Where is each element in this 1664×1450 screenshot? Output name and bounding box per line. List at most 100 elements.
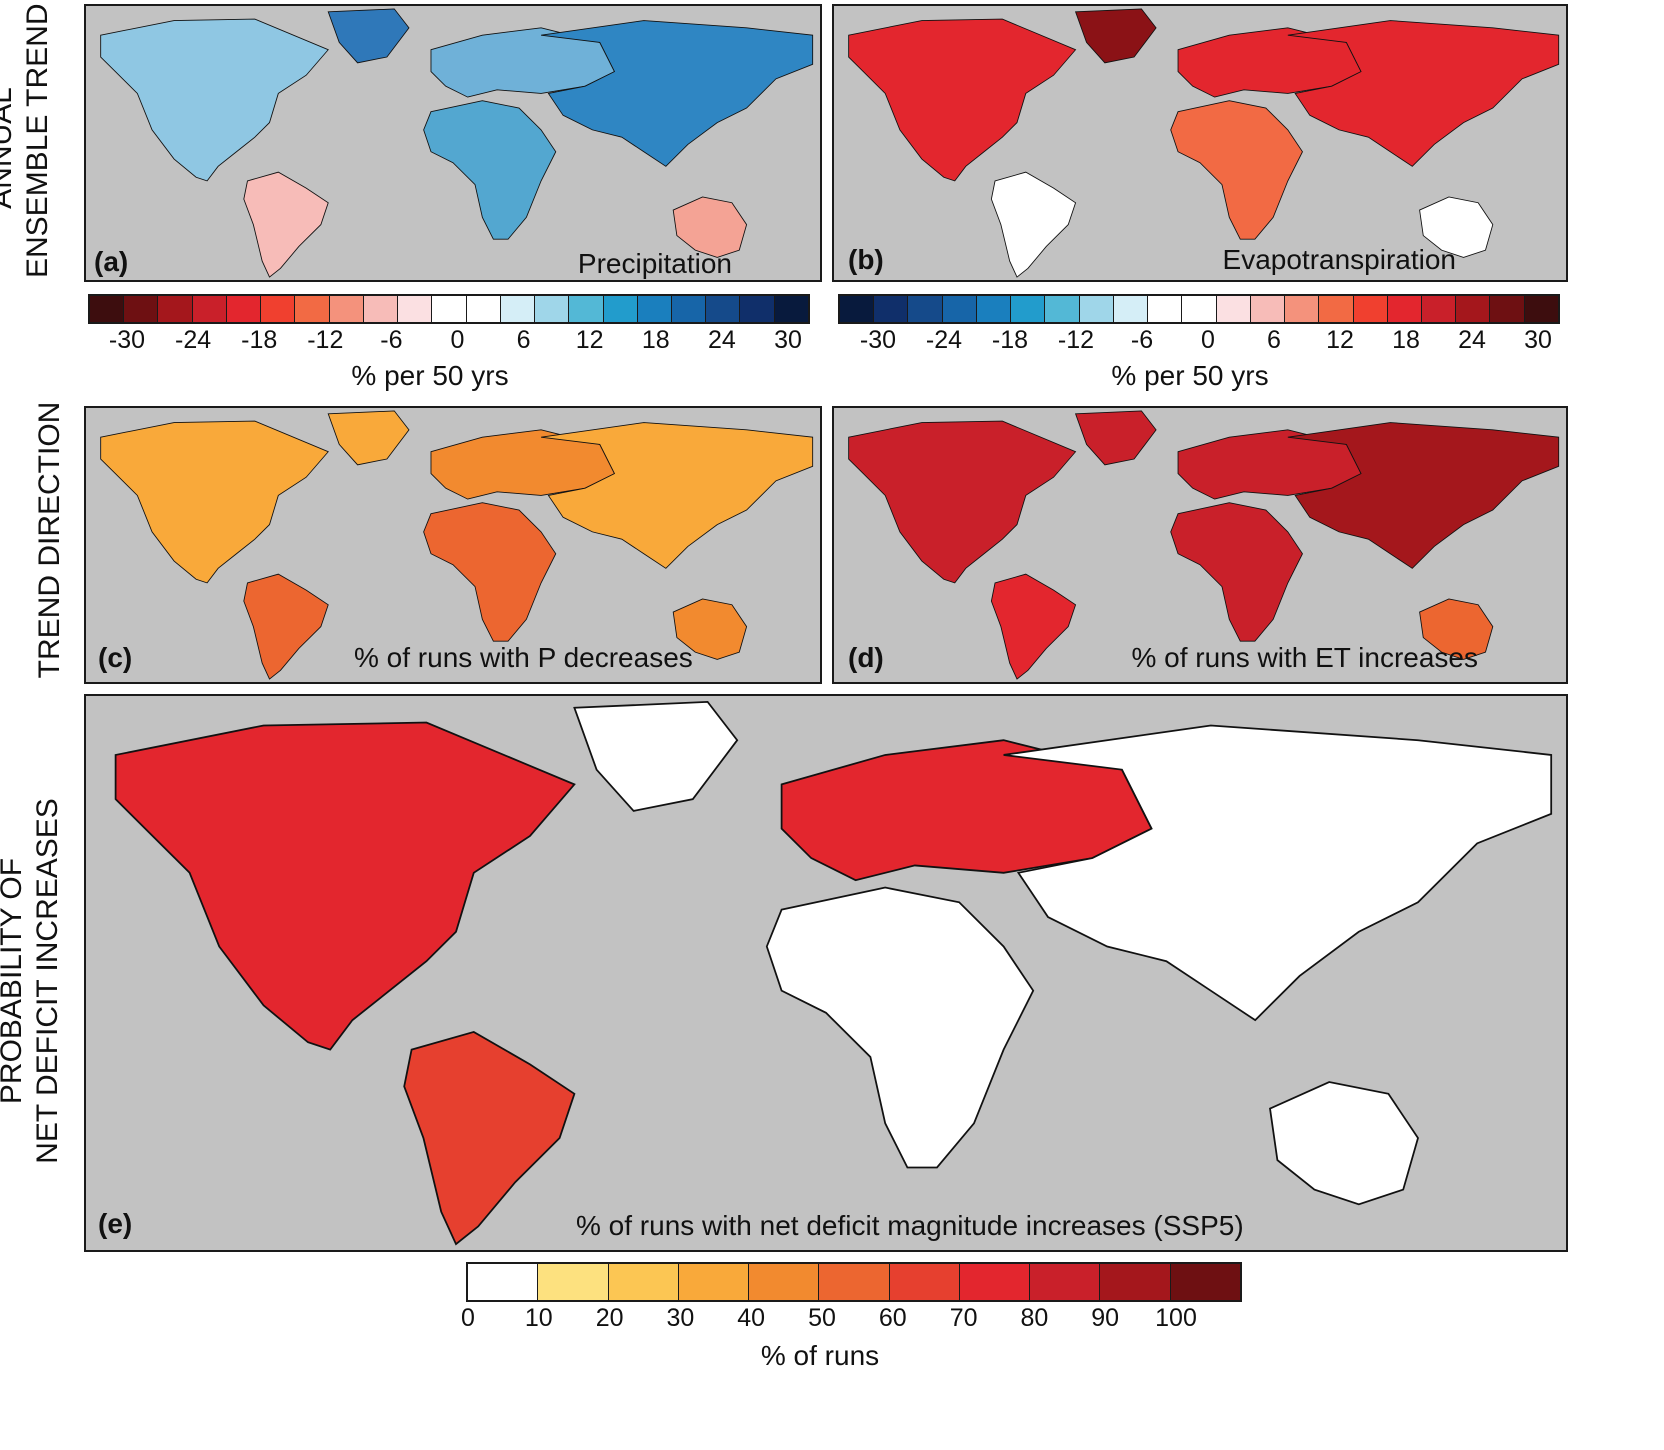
tick-label: 0 xyxy=(1201,326,1215,354)
tick-label: -24 xyxy=(925,326,963,354)
world-map-d xyxy=(848,410,1560,680)
world-map-b xyxy=(848,8,1560,278)
colorbar-swatch xyxy=(500,296,536,322)
landmass-na xyxy=(100,18,329,182)
colorbar-swatch xyxy=(1250,296,1286,322)
landmass-aus xyxy=(1419,196,1494,258)
landmass-asia xyxy=(1287,20,1560,167)
colorbar-swatch xyxy=(1011,296,1046,322)
colorbar-swatch xyxy=(192,296,227,322)
tick-label: 12 xyxy=(575,326,604,354)
map-panel-net-deficit: (e) % of runs with net deficit magnitude… xyxy=(84,694,1568,1252)
colorbar-swatch xyxy=(603,296,638,322)
landmass-na xyxy=(114,721,576,1051)
landmass-aus xyxy=(672,598,748,660)
tick-label: 30 xyxy=(1524,326,1552,354)
panel-label-e: (e) xyxy=(98,1208,133,1239)
colorbar-swatch xyxy=(1113,296,1149,322)
colorbar-swatch xyxy=(740,296,775,322)
tick-label: 0 xyxy=(461,1304,475,1332)
map-panel-evapotranspiration: (b) Evapotranspiration xyxy=(832,4,1568,282)
colorbar-swatch xyxy=(976,296,1012,322)
tick-label: 40 xyxy=(737,1304,766,1332)
row-label-annual-trend: ANNUAL ENSEMBLE TREND xyxy=(0,3,54,278)
colorbar-swatch xyxy=(295,296,330,322)
tick-label: 10 xyxy=(524,1304,553,1332)
landmass-na xyxy=(848,420,1077,584)
landmass-sa xyxy=(243,171,329,278)
landmass-afr xyxy=(423,100,557,240)
colorbar-swatch xyxy=(774,296,808,322)
landmass-sa xyxy=(990,171,1077,278)
colorbar-et-unit: % per 50 yrs xyxy=(1111,360,1269,391)
tick-label: 18 xyxy=(641,326,670,354)
landmass-gl xyxy=(327,8,410,64)
colorbar-swatch xyxy=(329,296,364,322)
colorbar-et-ticks: -30 -24 -18 -12 -6 0 6 12 18 24 30 xyxy=(0,326,1664,356)
landmass-sa xyxy=(990,573,1077,680)
colorbar-swatch xyxy=(569,296,604,322)
landmass-afr xyxy=(1170,502,1303,642)
tick-label: -12 xyxy=(307,326,344,354)
colorbar-swatch xyxy=(538,1264,609,1300)
colorbar-swatch xyxy=(840,296,875,322)
world-map-a xyxy=(100,8,814,278)
landmass-sa xyxy=(403,1030,576,1246)
tick-label: 6 xyxy=(516,326,531,354)
colorbar-swatch xyxy=(671,296,707,322)
colorbar-et xyxy=(838,294,1560,324)
colorbar-swatch xyxy=(706,296,741,322)
colorbar-swatch xyxy=(1216,296,1251,322)
landmass-gl xyxy=(1074,410,1157,466)
panel-label-c: (c) xyxy=(98,642,133,673)
colorbar-swatch xyxy=(889,1264,960,1300)
landmass-asia xyxy=(1287,422,1560,569)
colorbar-swatch xyxy=(261,296,296,322)
tick-label: 6 xyxy=(1267,326,1281,354)
map-panel-p-decreases: (c) % of runs with P decreases xyxy=(84,406,822,684)
tick-label: 100 xyxy=(1155,1304,1197,1332)
landmass-asia xyxy=(541,20,814,167)
colorbar-swatch xyxy=(1170,1264,1240,1300)
colorbar-swatch xyxy=(749,1264,820,1300)
colorbar-precipitation-ticks: -30 -24 -18 -12 -6 0 6 12 18 24 30 xyxy=(0,326,1664,356)
tick-label: 0 xyxy=(450,326,465,354)
panel-label-b: (b) xyxy=(848,244,884,275)
colorbar-swatch xyxy=(1079,296,1114,322)
colorbar-precipitation-unit: % per 50 yrs xyxy=(351,360,509,391)
colorbar-swatch xyxy=(1285,296,1320,322)
colorbar-swatch xyxy=(90,296,125,322)
map-panel-precipitation: (a) Precipitation xyxy=(84,4,822,282)
landmass-asia xyxy=(541,422,814,569)
colorbar-swatch xyxy=(398,296,433,322)
colorbar-swatch xyxy=(158,296,193,322)
tick-label: -18 xyxy=(991,326,1029,354)
tick-label: -24 xyxy=(175,326,212,354)
tick-label: 90 xyxy=(1091,1304,1120,1332)
colorbar-swatch xyxy=(363,296,399,322)
tick-label: 24 xyxy=(707,326,736,354)
colorbar-swatch xyxy=(608,1264,679,1300)
colorbar-swatch xyxy=(1148,296,1183,322)
row-label-probability: PROBABILITY OF NET DEFICIT INCREASES xyxy=(0,798,64,1164)
panel-label-d: (d) xyxy=(848,642,884,673)
tick-label: -30 xyxy=(108,326,146,354)
landmass-eur xyxy=(1177,27,1362,98)
landmass-aus xyxy=(1419,598,1494,660)
colorbar-swatch xyxy=(942,296,977,322)
tick-label: 60 xyxy=(878,1304,907,1332)
colorbar-swatch xyxy=(1456,296,1491,322)
landmass-asia xyxy=(1003,724,1553,1022)
colorbar-swatch xyxy=(1182,296,1217,322)
map-panel-et-increases: (d) % of runs with ET increases xyxy=(832,406,1568,684)
panel-title-b: Evapotranspiration xyxy=(1222,244,1456,275)
panel-label-a: (a) xyxy=(94,246,129,277)
landmass-aus xyxy=(1269,1081,1419,1206)
landmass-aus xyxy=(672,196,748,258)
colorbar-swatch xyxy=(432,296,467,322)
tick-label: 30 xyxy=(666,1304,695,1332)
landmass-gl xyxy=(573,700,739,812)
panel-title-a: Precipitation xyxy=(577,248,732,279)
tick-label: -6 xyxy=(1130,326,1154,354)
tick-label: 70 xyxy=(949,1304,978,1332)
